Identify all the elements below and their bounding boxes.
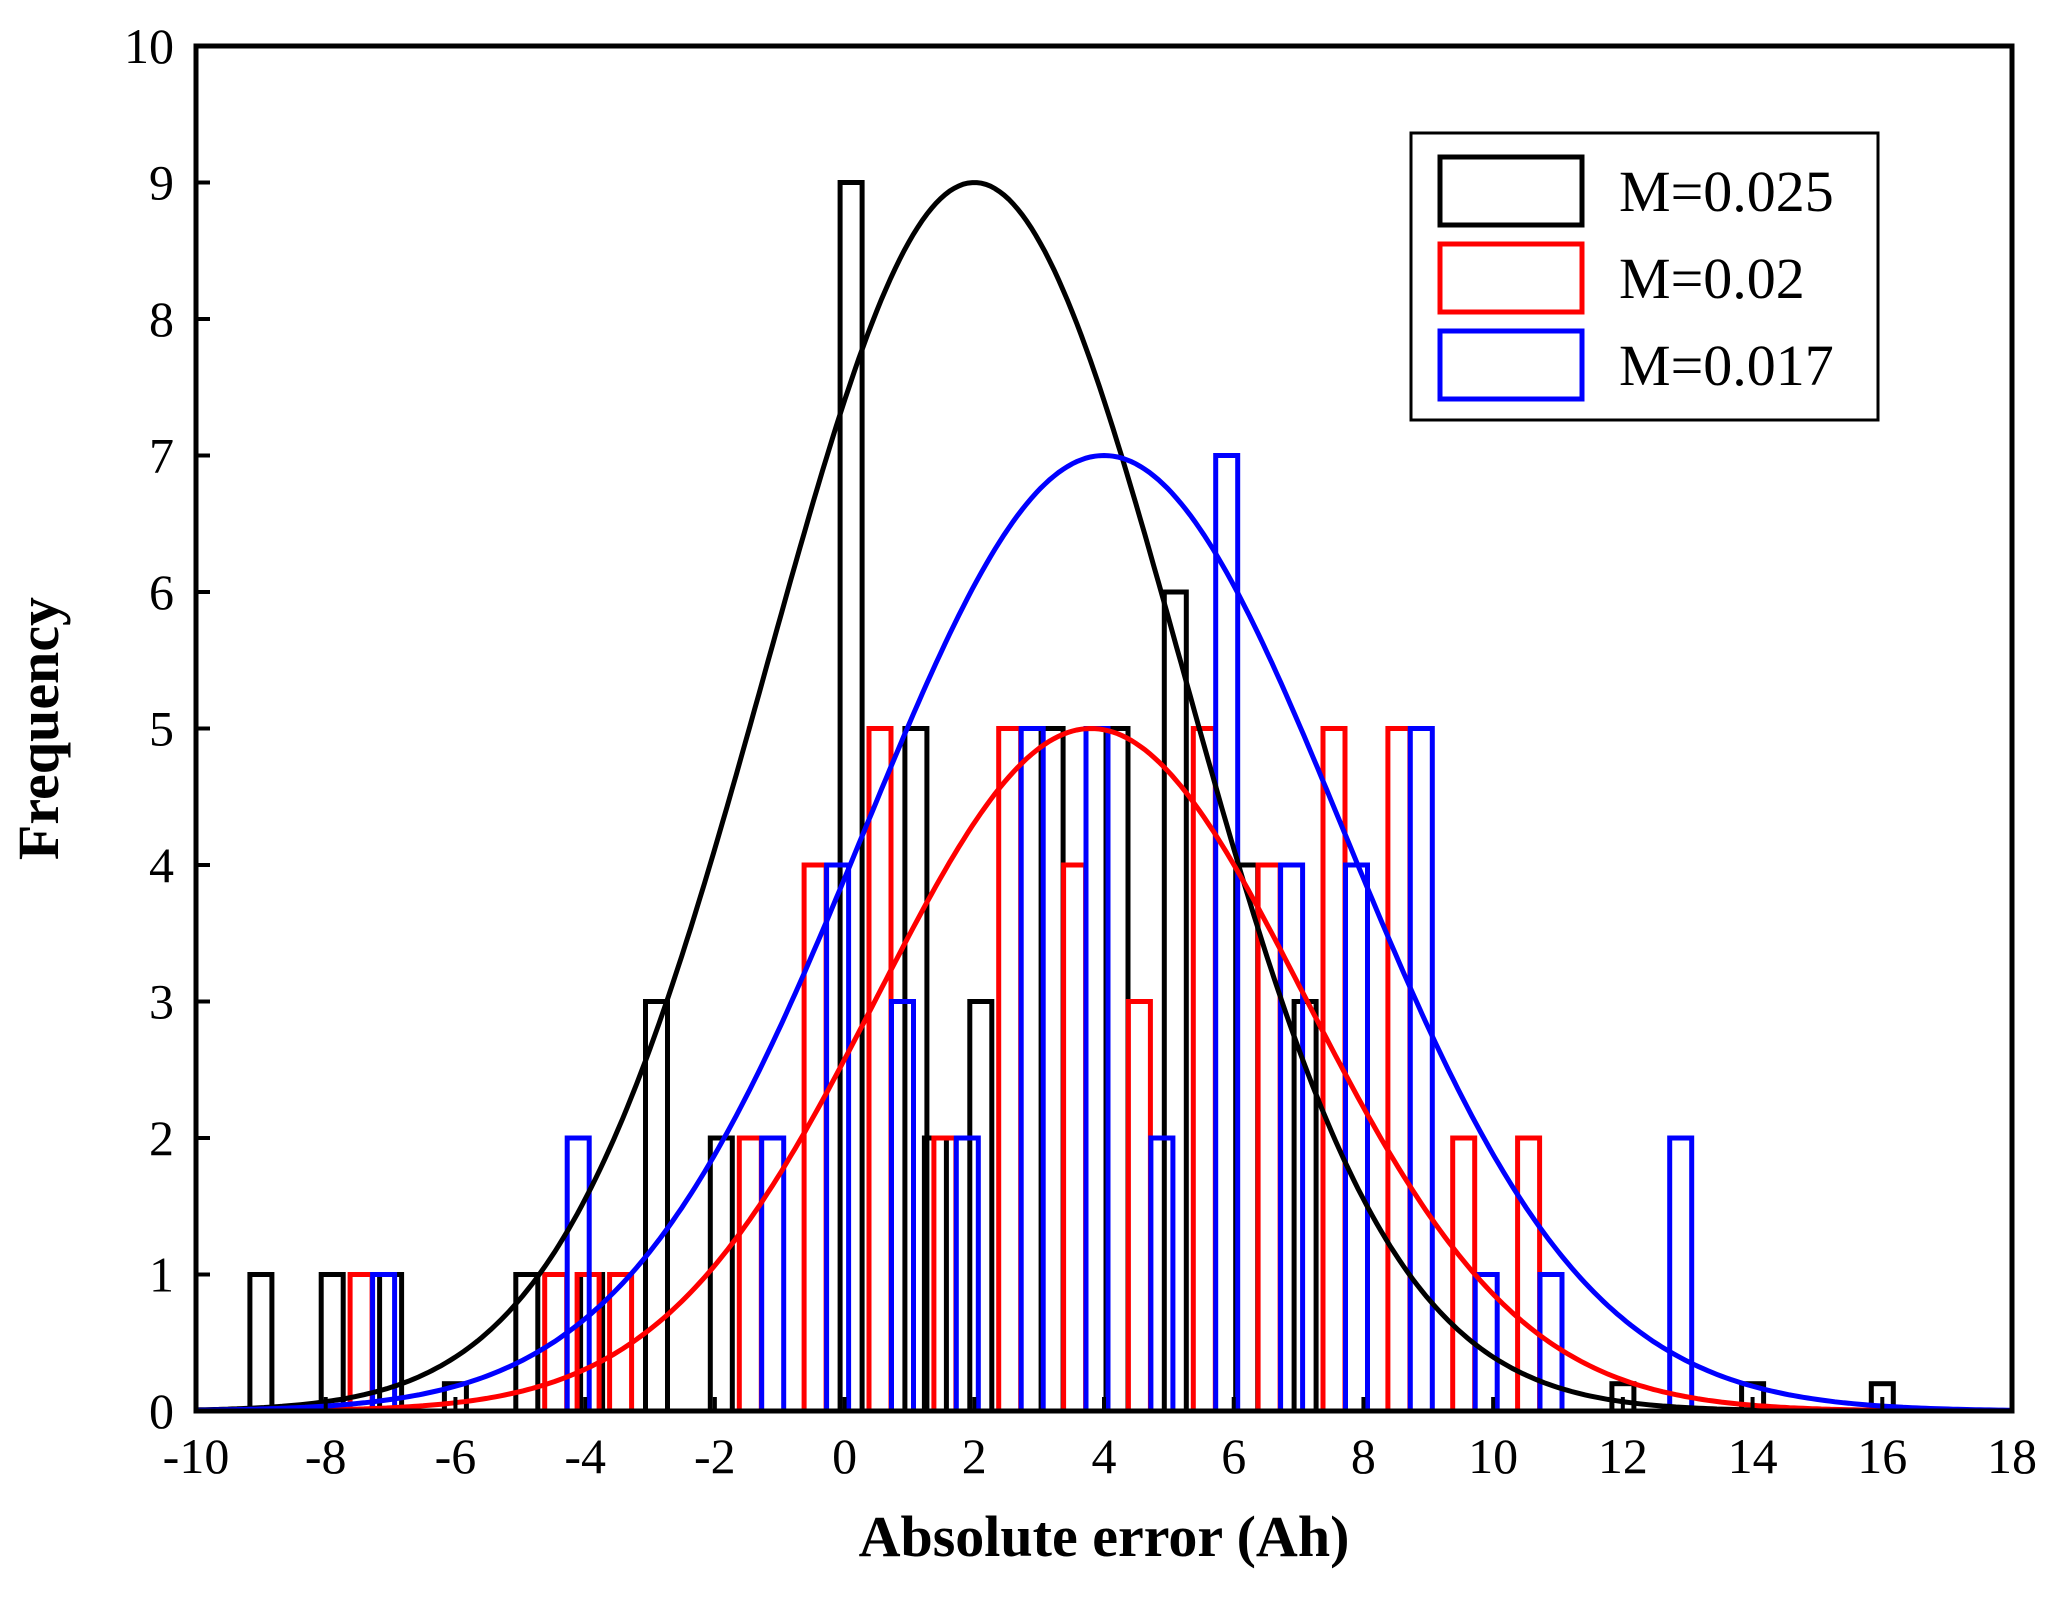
y-tick-label-6: 6 <box>149 564 174 620</box>
bar-s1-15 <box>1450 1135 1478 1414</box>
x-tick-label-0: -10 <box>163 1428 230 1484</box>
bar-s1-10 <box>1125 999 1153 1414</box>
x-tick-label-14: 18 <box>1987 1428 2037 1484</box>
x-tick-label-1: -8 <box>305 1428 347 1484</box>
y-tick-label-1: 1 <box>149 1247 174 1303</box>
legend-swatch-2 <box>1437 328 1585 402</box>
x-tick-label-2: -6 <box>435 1428 477 1484</box>
x-tick-label-8: 6 <box>1221 1428 1246 1484</box>
legend-entries: M=0.025 M=0.02 M=0.017 <box>1437 154 1834 402</box>
bar-s2-12 <box>1407 726 1435 1414</box>
bar-s1-9 <box>1061 862 1089 1414</box>
y-tick-label-7: 7 <box>149 428 174 484</box>
bar-s1-4 <box>736 1135 764 1414</box>
bar-s2-11 <box>1343 862 1370 1414</box>
bar-s2-15 <box>1667 1135 1695 1414</box>
fit-curve-1 <box>196 725 2012 1414</box>
legend-swatch-1 <box>1437 241 1585 315</box>
bar-s2-2 <box>759 1135 787 1414</box>
bar-s1-0 <box>347 1272 375 1414</box>
x-tick-label-7: 4 <box>1092 1428 1117 1484</box>
y-axis-title: Frequency <box>6 597 71 860</box>
legend-label-2: M=0.017 <box>1619 333 1834 398</box>
y-tick-label-4: 4 <box>149 837 174 893</box>
bar-s1-14 <box>1385 726 1413 1414</box>
x-tick-label-13: 16 <box>1857 1428 1907 1484</box>
fit-curve-2 <box>195 452 2013 1413</box>
x-tick-label-6: 2 <box>962 1428 987 1484</box>
x-tick-label-5: 0 <box>832 1428 857 1484</box>
x-tick-label-3: -4 <box>564 1428 606 1484</box>
bars-layer <box>247 180 1896 1414</box>
bar-s0-0 <box>247 1272 275 1414</box>
legend: M=0.025 M=0.02 M=0.017 <box>1409 131 1880 422</box>
y-tick-label-9: 9 <box>149 155 174 211</box>
y-tick-label-5: 5 <box>149 701 174 757</box>
y-tick-label-0: 0 <box>149 1383 174 1439</box>
y-tick-label-3: 3 <box>149 974 174 1030</box>
x-tick-label-11: 12 <box>1598 1428 1648 1484</box>
legend-label-1: M=0.02 <box>1619 246 1805 311</box>
y-tick-label-2: 2 <box>149 1110 174 1166</box>
bar-s1-6 <box>866 726 894 1414</box>
legend-box <box>1409 131 1880 422</box>
bar-s0-1 <box>318 1272 346 1414</box>
legend-label-0: M=0.025 <box>1619 159 1834 224</box>
x-tick-label-9: 8 <box>1351 1428 1376 1484</box>
x-axis-title: Absolute error (Ah) <box>859 1504 1350 1569</box>
bar-s0-6 <box>643 999 670 1414</box>
bar-s0-7 <box>707 1135 735 1414</box>
legend-swatch-0 <box>1437 154 1585 228</box>
x-tick-label-12: 14 <box>1728 1428 1778 1484</box>
bar-s1-8 <box>996 726 1024 1414</box>
x-tick-label-4: -2 <box>694 1428 736 1484</box>
y-tick-label-10: 10 <box>124 18 174 74</box>
y-tick-label-8: 8 <box>149 291 174 347</box>
x-tick-label-10: 10 <box>1468 1428 1518 1484</box>
